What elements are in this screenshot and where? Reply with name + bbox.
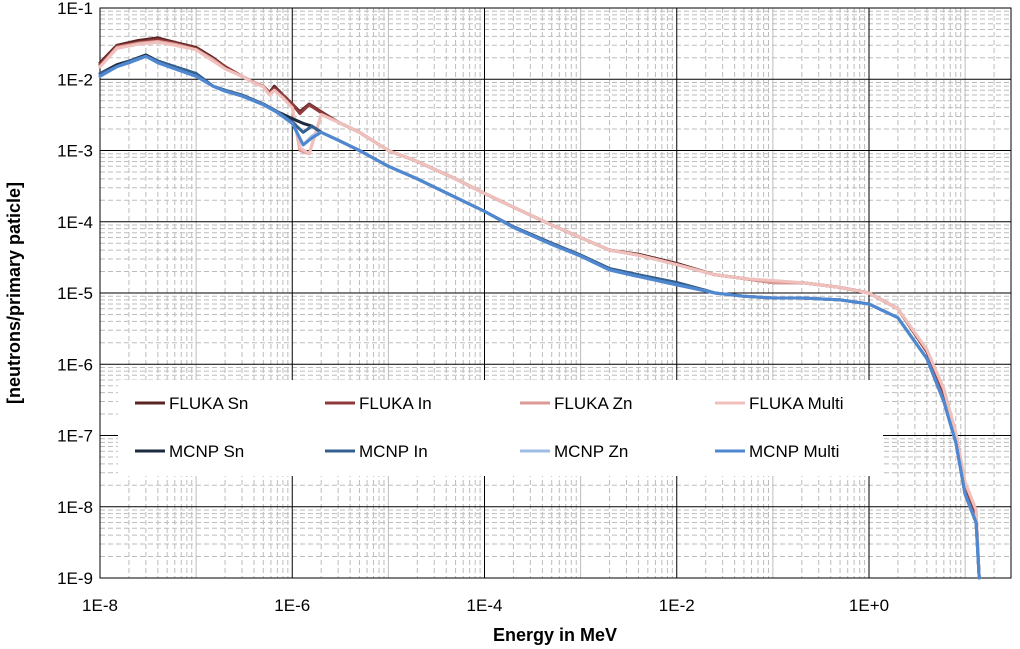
legend-background [118, 380, 883, 476]
legend-label-fluka-in: FLUKA In [359, 394, 432, 413]
x-tick-label: 1E-8 [82, 596, 118, 615]
y-tick-label: 1E-4 [57, 213, 93, 232]
y-tick-label: 1E-2 [57, 70, 93, 89]
series-lines [98, 36, 981, 580]
legend-label-mcnp-multi: MCNP Multi [749, 442, 839, 461]
y-tick-label: 1E-1 [57, 0, 93, 18]
plot-frame [99, 7, 1012, 579]
y-tick-label: 1E-5 [57, 284, 93, 303]
x-axis-tick-labels: 1E-8 1E-6 1E-4 1E-2 1E+0 [82, 596, 889, 615]
legend: FLUKA Sn FLUKA In FLUKA Zn FLUKA Multi MCNP … [135, 394, 843, 461]
series-line-fluka-multi [98, 40, 981, 580]
legend-label-mcnp-zn: MCNP Zn [554, 442, 628, 461]
legend-box [118, 380, 883, 476]
x-tick-label: 1E-2 [659, 596, 695, 615]
legend-label-fluka-zn: FLUKA Zn [554, 394, 632, 413]
y-tick-label: 1E-9 [57, 569, 93, 588]
y-tick-label: 1E-7 [57, 427, 93, 446]
y-axis-title: [neutrons/primary paticle] [4, 182, 24, 404]
y-axis-tick-labels: 1E-1 1E-2 1E-3 1E-4 1E-5 1E-6 1E-7 1E-8 1E-9 [57, 0, 93, 588]
legend-label-fluka-sn: FLUKA Sn [169, 394, 248, 413]
legend-label-fluka-multi: FLUKA Multi [749, 394, 843, 413]
x-axis-title: Energy in MeV [493, 625, 617, 645]
x-tick-label: 1E+0 [849, 596, 889, 615]
series-line-mcnp-multi [98, 54, 981, 580]
x-tick-label: 1E-4 [467, 596, 503, 615]
legend-label-mcnp-in: MCNP In [359, 442, 428, 461]
y-tick-label: 1E-6 [57, 355, 93, 374]
legend-label-mcnp-sn: MCNP Sn [169, 442, 244, 461]
y-tick-label: 1E-8 [57, 498, 93, 517]
y-tick-label: 1E-3 [57, 142, 93, 161]
x-tick-label: 1E-6 [274, 596, 310, 615]
